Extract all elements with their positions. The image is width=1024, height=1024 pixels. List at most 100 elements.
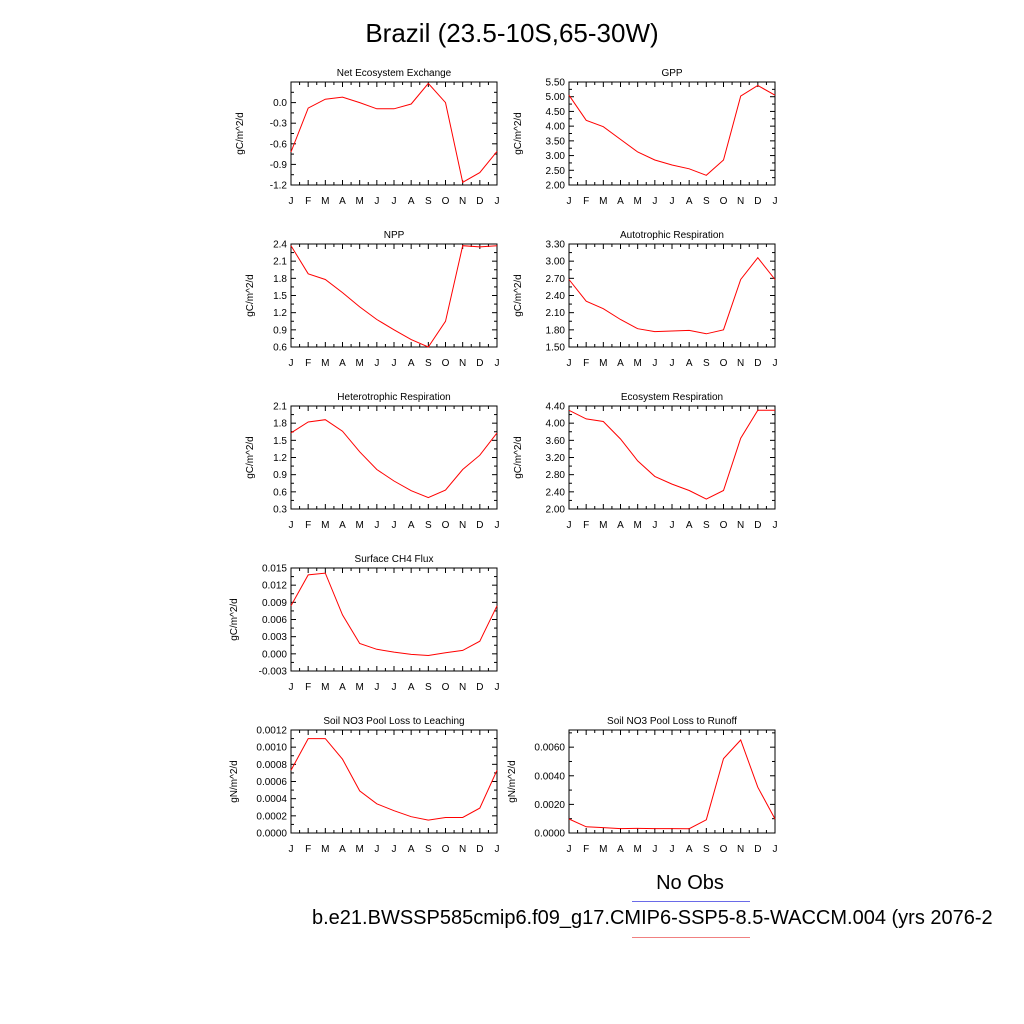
x-tick-label: F bbox=[305, 682, 311, 693]
legend-no-obs: No Obs bbox=[656, 872, 724, 894]
x-tick-label: J bbox=[670, 196, 675, 207]
y-tick-label: 2.40 bbox=[546, 291, 566, 302]
x-tick-label: N bbox=[737, 520, 744, 531]
x-tick-label: F bbox=[583, 844, 589, 855]
x-tick-label: A bbox=[339, 358, 346, 369]
y-tick-label: 0.9 bbox=[273, 325, 287, 336]
x-tick-label: D bbox=[476, 682, 483, 693]
y-tick-label: 0.0040 bbox=[534, 771, 565, 782]
x-tick-label: S bbox=[425, 358, 432, 369]
y-tick-label: 1.2 bbox=[273, 453, 287, 464]
x-tick-label: J bbox=[567, 844, 572, 855]
plot-frame bbox=[290, 567, 498, 672]
x-tick-label: S bbox=[703, 844, 710, 855]
x-tick-label: J bbox=[392, 682, 397, 693]
x-tick-label: J bbox=[392, 844, 397, 855]
y-tick-label: 0.3 bbox=[273, 505, 287, 516]
chart-title: Net Ecosystem Exchange bbox=[337, 68, 452, 79]
y-tick-label: 4.50 bbox=[546, 107, 566, 118]
y-tick-label: 1.8 bbox=[273, 274, 287, 285]
x-tick-label: O bbox=[720, 196, 728, 207]
x-tick-label: S bbox=[425, 196, 432, 207]
legend-case-line bbox=[632, 937, 750, 938]
x-tick-label: A bbox=[686, 520, 693, 531]
x-tick-label: S bbox=[703, 358, 710, 369]
x-tick-label: A bbox=[617, 844, 624, 855]
x-tick-label: J bbox=[289, 682, 294, 693]
series-line bbox=[290, 245, 498, 348]
x-tick-label: J bbox=[289, 520, 294, 531]
x-tick-label: M bbox=[321, 520, 329, 531]
y-tick-label: 0.015 bbox=[262, 564, 287, 575]
x-tick-label: F bbox=[583, 196, 589, 207]
x-tick-label: J bbox=[652, 196, 657, 207]
x-tick-label: J bbox=[670, 520, 675, 531]
y-tick-label: -1.2 bbox=[270, 181, 288, 192]
y-tick-label: 0.0006 bbox=[256, 777, 287, 788]
x-tick-label: D bbox=[754, 844, 761, 855]
x-tick-label: S bbox=[703, 196, 710, 207]
x-tick-label: F bbox=[583, 520, 589, 531]
legend-case-label: b.e21.BWSSP585cmip6.f09_g17.CMIP6-SSP5-8… bbox=[312, 907, 993, 929]
x-tick-label: J bbox=[567, 520, 572, 531]
x-tick-label: M bbox=[321, 844, 329, 855]
x-tick-label: J bbox=[374, 844, 379, 855]
x-tick-label: M bbox=[321, 682, 329, 693]
y-tick-label: 0.9 bbox=[273, 470, 287, 481]
x-tick-label: D bbox=[476, 844, 483, 855]
y-tick-label: 2.1 bbox=[273, 402, 287, 413]
y-tick-label: 0.0060 bbox=[534, 743, 565, 754]
x-tick-label: J bbox=[392, 520, 397, 531]
x-tick-label: J bbox=[495, 520, 500, 531]
x-tick-label: N bbox=[737, 196, 744, 207]
x-tick-label: J bbox=[374, 520, 379, 531]
y-tick-label: 0.0008 bbox=[256, 760, 287, 771]
y-tick-label: 0.6 bbox=[273, 343, 287, 354]
x-tick-label: A bbox=[617, 358, 624, 369]
x-tick-label: S bbox=[425, 844, 432, 855]
y-tick-label: 2.4 bbox=[273, 240, 287, 251]
series-line bbox=[568, 256, 776, 335]
x-tick-label: A bbox=[339, 682, 346, 693]
y-tick-label: 0.012 bbox=[262, 581, 287, 592]
x-tick-label: F bbox=[305, 520, 311, 531]
chart-title: GPP bbox=[661, 68, 682, 79]
x-tick-label: J bbox=[567, 358, 572, 369]
x-tick-label: O bbox=[442, 520, 450, 531]
x-tick-label: J bbox=[670, 358, 675, 369]
x-tick-label: J bbox=[652, 844, 657, 855]
x-tick-label: J bbox=[495, 196, 500, 207]
y-axis-label: gC/m^2/d bbox=[245, 436, 256, 479]
series-line bbox=[568, 739, 776, 830]
y-tick-label: 0.009 bbox=[262, 598, 287, 609]
x-tick-label: D bbox=[476, 520, 483, 531]
y-tick-label: -0.3 bbox=[270, 119, 288, 130]
y-tick-label: 0.003 bbox=[262, 632, 287, 643]
series-line bbox=[568, 84, 776, 176]
y-tick-label: 2.50 bbox=[546, 166, 566, 177]
y-tick-label: 1.8 bbox=[273, 419, 287, 430]
x-tick-label: J bbox=[392, 196, 397, 207]
y-tick-label: 1.80 bbox=[546, 325, 566, 336]
x-tick-label: A bbox=[686, 844, 693, 855]
x-tick-label: M bbox=[599, 196, 607, 207]
series-line bbox=[290, 738, 498, 821]
x-tick-label: A bbox=[408, 682, 415, 693]
x-tick-label: N bbox=[459, 682, 466, 693]
x-tick-label: M bbox=[633, 358, 641, 369]
plot-frame bbox=[290, 243, 498, 348]
x-tick-label: J bbox=[374, 196, 379, 207]
x-tick-label: M bbox=[355, 520, 363, 531]
x-tick-label: D bbox=[476, 358, 483, 369]
y-tick-label: 3.30 bbox=[546, 240, 566, 251]
x-tick-label: N bbox=[459, 520, 466, 531]
y-tick-label: 3.60 bbox=[546, 436, 566, 447]
y-axis-label: gC/m^2/d bbox=[513, 436, 524, 479]
x-tick-label: J bbox=[773, 358, 778, 369]
y-tick-label: 0.0002 bbox=[256, 811, 287, 822]
